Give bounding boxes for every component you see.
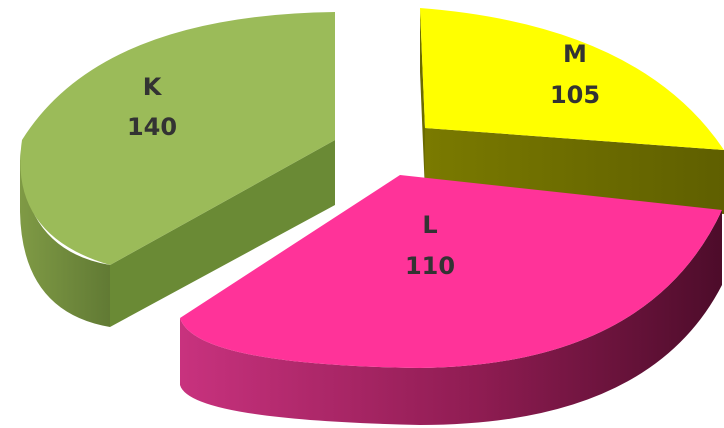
slice-l-label: L (422, 211, 437, 239)
slice-l-value: 110 (405, 252, 455, 280)
pie-slice-l-side (180, 210, 722, 425)
pie-slice-l-top (180, 175, 722, 368)
pie-slice-k-side (20, 150, 110, 327)
pie-slice-l (180, 175, 722, 425)
slice-k-value: 140 (127, 113, 177, 141)
pie-slice-m-top (420, 8, 724, 150)
slice-m-label: M (563, 40, 587, 68)
pie-slice-m-edge (420, 8, 425, 192)
pie-slice-k-wall (110, 140, 335, 327)
slice-m-value: 105 (550, 81, 600, 109)
pie-slice-k-top (20, 12, 336, 265)
slice-labels: K 140 L 110 M 105 (127, 40, 600, 280)
slice-k-label: K (143, 73, 163, 101)
pie-slice-k (20, 12, 336, 327)
